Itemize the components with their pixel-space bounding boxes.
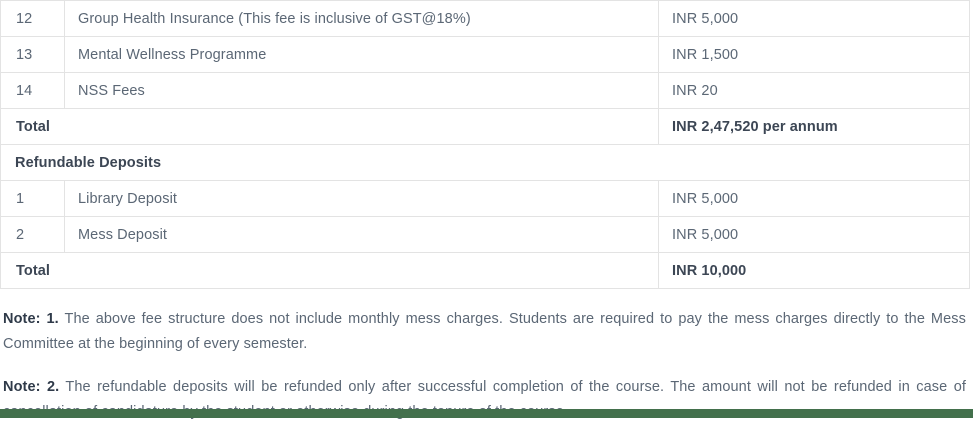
- total-amount: INR 10,000: [658, 252, 970, 289]
- row-particular: Mental Wellness Programme: [64, 36, 659, 73]
- table-row: 2 Mess Deposit INR 5,000: [0, 216, 970, 253]
- row-serial-number: 13: [0, 36, 65, 73]
- fee-table-body: 12 Group Health Insurance (This fee is i…: [0, 0, 970, 289]
- row-particular: Mess Deposit: [64, 216, 659, 253]
- note-2-label: Note: 2.: [3, 379, 60, 395]
- table-row: 14 NSS Fees INR 20: [0, 72, 970, 109]
- fee-structure-table: 12 Group Health Insurance (This fee is i…: [0, 0, 970, 289]
- row-serial-number: 1: [0, 180, 65, 217]
- table-row: 1 Library Deposit INR 5,000: [0, 180, 970, 217]
- table-row-section-heading: Refundable Deposits: [0, 144, 970, 181]
- table-row-total-deposits: Total INR 10,000: [0, 252, 970, 289]
- row-serial-number: 2: [0, 216, 65, 253]
- table-row-total-annual: Total INR 2,47,520 per annum: [0, 108, 970, 145]
- row-amount: INR 5,000: [658, 216, 970, 253]
- note-1-text: The above fee structure does not include…: [3, 311, 966, 352]
- table-row: 13 Mental Wellness Programme INR 1,500: [0, 36, 970, 73]
- row-serial-number: 12: [0, 0, 65, 37]
- total-label: Total: [0, 108, 659, 145]
- note-1: Note: 1. The above fee structure does no…: [3, 307, 966, 357]
- row-amount: INR 20: [658, 72, 970, 109]
- table-row: 12 Group Health Insurance (This fee is i…: [0, 0, 970, 37]
- total-label: Total: [0, 252, 659, 289]
- row-particular: Group Health Insurance (This fee is incl…: [64, 0, 659, 37]
- footer-accent-bar: [0, 409, 973, 418]
- notes-section: Note: 1. The above fee structure does no…: [0, 307, 969, 425]
- row-serial-number: 14: [0, 72, 65, 109]
- note-1-label: Note: 1.: [3, 311, 59, 327]
- row-particular: NSS Fees: [64, 72, 659, 109]
- row-amount: INR 5,000: [658, 0, 970, 37]
- total-amount: INR 2,47,520 per annum: [658, 108, 970, 145]
- section-heading-refundable-deposits: Refundable Deposits: [0, 144, 970, 181]
- row-amount: INR 1,500: [658, 36, 970, 73]
- row-particular: Library Deposit: [64, 180, 659, 217]
- row-amount: INR 5,000: [658, 180, 970, 217]
